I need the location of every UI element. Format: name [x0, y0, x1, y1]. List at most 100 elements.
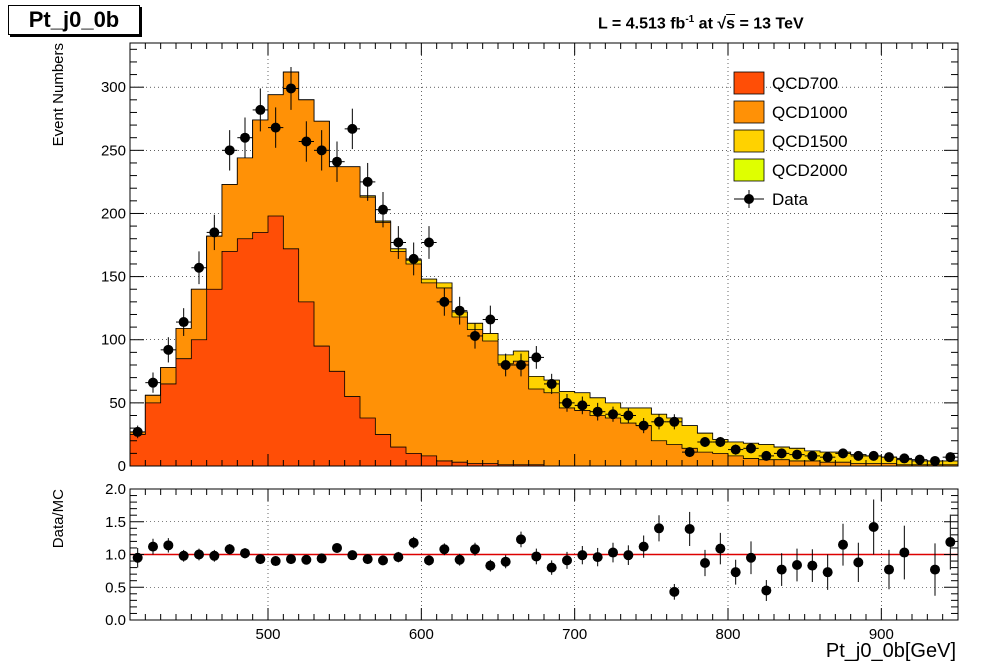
ratio-point: [332, 542, 342, 553]
data-point: [562, 397, 572, 408]
data-point: [531, 352, 542, 363]
data-point: [362, 176, 373, 187]
ratio-point: [761, 585, 772, 596]
data-point: [608, 409, 618, 420]
legend-label: QCD1500: [772, 132, 848, 151]
data-point: [792, 449, 802, 460]
x-tick-label: 800: [715, 626, 740, 643]
ratio-point: [623, 550, 634, 561]
x-tick-label: 700: [562, 626, 587, 643]
data-point: [301, 136, 312, 147]
lumi-sqrt-s: s: [726, 15, 736, 33]
ratio-point: [899, 547, 910, 558]
data-point: [286, 83, 296, 94]
data-point: [638, 420, 649, 431]
data-point: [470, 330, 480, 341]
data-point: [592, 406, 603, 417]
ratio-point: [838, 539, 848, 550]
ratio-point: [930, 564, 940, 575]
ratio-y-tick-label: 1.5: [105, 514, 126, 531]
ratio-point: [163, 540, 174, 551]
ratio-point: [700, 558, 710, 569]
legend-swatch-qcd700: [733, 71, 765, 95]
ratio-point: [853, 557, 864, 568]
ratio-point: [577, 550, 588, 561]
ratio-points: [132, 499, 956, 602]
ratio-point: [286, 554, 296, 565]
data-point: [930, 455, 940, 466]
data-point: [194, 262, 204, 273]
legend-swatch-qcd1500: [733, 129, 765, 153]
legend-label: QCD700: [772, 74, 838, 93]
ratio-point: [562, 555, 572, 566]
data-point: [669, 416, 680, 427]
main-y-tick-label: 0: [118, 458, 126, 475]
legend-swatch-qcd2000: [733, 158, 765, 182]
ratio-point: [500, 556, 511, 567]
ratio-point: [776, 564, 787, 575]
data-point: [899, 453, 910, 464]
data-point: [454, 305, 465, 316]
main-y-tick-label: 150: [101, 269, 126, 286]
ratio-point: [807, 560, 818, 571]
data-point: [393, 237, 404, 248]
data-point: [654, 416, 664, 427]
main-y-tick-label: 200: [101, 205, 126, 222]
data-point: [163, 344, 174, 355]
data-point: [408, 253, 419, 264]
ratio-point: [715, 543, 726, 554]
data-point: [914, 454, 925, 465]
data-point: [424, 237, 434, 248]
ratio-point: [654, 523, 664, 534]
data-point: [439, 296, 450, 307]
main-y-tick-label: 100: [101, 332, 126, 349]
legend-label: Data: [772, 190, 808, 209]
ratio-point: [408, 537, 419, 548]
data-point: [316, 145, 327, 156]
data-point: [516, 359, 526, 370]
data-point: [884, 452, 894, 463]
legend-label: QCD2000: [772, 161, 848, 180]
ratio-y-axis-label: Data/MC: [50, 489, 67, 548]
data-point: [807, 450, 818, 461]
lumi-middle: at √: [694, 15, 727, 33]
data-point: [822, 452, 833, 463]
ratio-point: [224, 544, 235, 555]
ratio-point: [822, 567, 833, 578]
data-point: [730, 444, 741, 455]
ratio-point: [424, 555, 434, 566]
ratio-point: [209, 550, 220, 561]
ratio-point: [485, 560, 496, 571]
data-point: [945, 452, 956, 463]
data-point: [853, 450, 864, 461]
x-tick-label: 500: [255, 626, 280, 643]
data-points: [130, 66, 958, 466]
data-point: [500, 359, 511, 370]
data-point: [270, 122, 281, 133]
x-tick-label: 600: [409, 626, 434, 643]
ratio-point: [608, 547, 618, 558]
ratio-y-tick-label: 0.0: [105, 612, 126, 629]
ratio-point: [684, 523, 695, 534]
data-point: [838, 448, 848, 459]
data-point: [178, 317, 189, 328]
ratio-point: [884, 564, 894, 575]
ratio-point: [347, 550, 358, 561]
data-point: [347, 123, 358, 134]
data-point: [761, 450, 772, 461]
ratio-y-tick-label: 2.0: [105, 481, 126, 498]
ratio-point: [255, 554, 266, 565]
ratio-point: [546, 562, 557, 573]
lumi-suffix: = 13 TeV: [735, 15, 804, 33]
x-axis-label: Pt_j0_0b[GeV]: [826, 640, 956, 662]
ratio-y-tick-label: 1.0: [105, 547, 126, 564]
data-point: [209, 227, 220, 238]
plot-title: Pt_j0_0b: [8, 5, 140, 35]
ratio-point: [746, 552, 756, 563]
data-point: [577, 400, 588, 411]
ratio-point: [439, 544, 450, 555]
ratio-point: [730, 567, 741, 578]
data-point: [378, 204, 388, 215]
legend-label: QCD1000: [772, 103, 848, 122]
